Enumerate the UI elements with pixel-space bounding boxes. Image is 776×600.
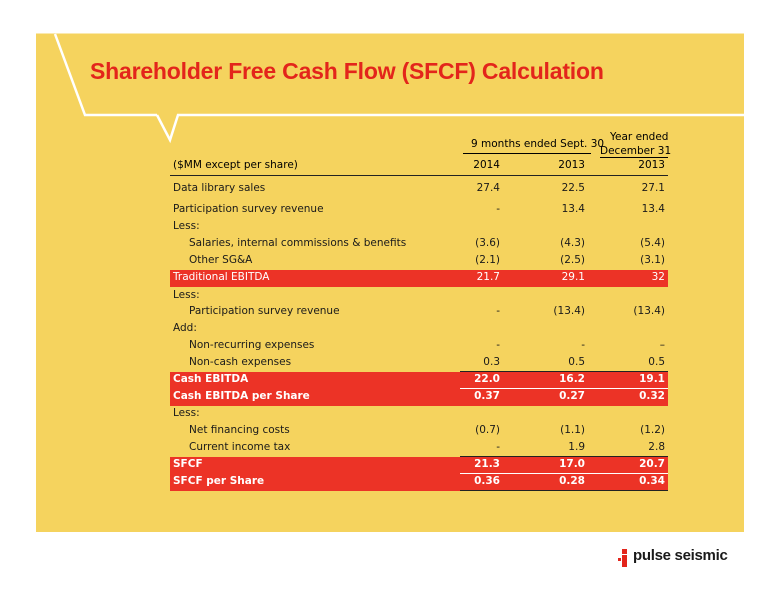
row-label: Less: xyxy=(173,220,200,232)
table-row-cash-ebitda-per-share: Cash EBITDA per Share 0.37 0.27 0.32 xyxy=(170,389,668,406)
row-label: Other SG&A xyxy=(189,254,253,266)
row-value: 19.1 xyxy=(639,373,665,385)
table-row: Less: xyxy=(170,406,668,423)
row-value: 20.7 xyxy=(639,458,665,470)
row-label: Participation survey revenue xyxy=(173,203,324,215)
table-row: Non-recurring expenses - - – xyxy=(170,338,668,355)
row-value: 0.32 xyxy=(639,390,665,402)
row-value: (5.4) xyxy=(640,237,665,249)
row-label: Non-cash expenses xyxy=(189,356,292,368)
row-value: 27.4 xyxy=(476,182,500,194)
row-value: - xyxy=(581,339,585,351)
row-label: Data library sales xyxy=(173,182,266,194)
row-value: - xyxy=(496,339,500,351)
pulse-seismic-logo-icon xyxy=(618,549,627,567)
header-rule xyxy=(170,175,668,176)
table-row: Other SG&A (2.1) (2.5) (3.1) xyxy=(170,253,668,270)
company-logo-text: pulse seismic xyxy=(633,547,728,564)
row-value: 0.5 xyxy=(648,356,665,368)
page-title: Shareholder Free Cash Flow (SFCF) Calcul… xyxy=(90,58,604,84)
table-row: Non-cash expenses 0.3 0.5 0.5 xyxy=(170,355,668,372)
row-value: – xyxy=(659,339,665,351)
row-label: Non-recurring expenses xyxy=(189,339,315,351)
row-value: 13.4 xyxy=(561,203,585,215)
row-value: 22.5 xyxy=(561,182,585,194)
subtotal-rule xyxy=(460,371,668,372)
row-label: Less: xyxy=(173,407,200,419)
row-label: Current income tax xyxy=(189,441,291,453)
column-header: 2014 xyxy=(473,159,500,171)
row-value: (2.1) xyxy=(475,254,500,266)
header-december: December 31 xyxy=(600,145,672,157)
row-value: (13.4) xyxy=(633,305,665,317)
total-rule xyxy=(460,490,668,491)
row-value: 21.7 xyxy=(476,271,500,283)
table-row-sfcf-per-share: SFCF per Share 0.36 0.28 0.34 xyxy=(170,474,668,491)
row-label: Salaries, internal commissions & benefit… xyxy=(189,237,407,249)
row-label: Participation survey revenue xyxy=(189,305,340,317)
table-row: Current income tax - 1.9 2.8 xyxy=(170,440,668,457)
table-row: Add: xyxy=(170,321,668,338)
row-value: 17.0 xyxy=(559,458,585,470)
row-value: 0.34 xyxy=(639,475,665,487)
subtotal-rule xyxy=(460,473,668,474)
row-value: (1.2) xyxy=(640,424,665,436)
row-value: 29.1 xyxy=(561,271,585,283)
row-value: (4.3) xyxy=(560,237,585,249)
header-underline xyxy=(600,157,668,158)
row-value: 0.37 xyxy=(474,390,500,402)
subtotal-rule xyxy=(460,388,668,389)
table-row: Data library sales 27.4 22.5 27.1 xyxy=(170,181,668,198)
row-value: - xyxy=(496,305,500,317)
row-value: 13.4 xyxy=(641,203,665,215)
row-value: (1.1) xyxy=(560,424,585,436)
row-value: 2.8 xyxy=(648,441,665,453)
table-row: Salaries, internal commissions & benefit… xyxy=(170,236,668,253)
row-value: - xyxy=(496,203,500,215)
row-value: 1.9 xyxy=(568,441,585,453)
row-label: Less: xyxy=(173,289,200,301)
row-value: 21.3 xyxy=(474,458,500,470)
row-value: 0.27 xyxy=(559,390,585,402)
column-header: 2013 xyxy=(638,159,665,171)
table-row: Participation survey revenue - 13.4 13.4 xyxy=(170,202,668,219)
unit-label: ($MM except per share) xyxy=(173,159,298,171)
row-value: 0.3 xyxy=(483,356,500,368)
row-value: - xyxy=(496,441,500,453)
column-header: 2013 xyxy=(558,159,585,171)
table-row-sfcf: SFCF 21.3 17.0 20.7 xyxy=(170,457,668,474)
row-value: 0.28 xyxy=(559,475,585,487)
row-value: 22.0 xyxy=(474,373,500,385)
row-value: 27.1 xyxy=(641,182,665,194)
row-value: (3.6) xyxy=(475,237,500,249)
row-label: Cash EBITDA per Share xyxy=(173,390,310,402)
row-value: (2.5) xyxy=(560,254,585,266)
table-row: Participation survey revenue - (13.4) (1… xyxy=(170,304,668,321)
row-value: (3.1) xyxy=(640,254,665,266)
row-label: Cash EBITDA xyxy=(173,373,249,385)
row-value: 0.36 xyxy=(474,475,500,487)
header-nine-months: 9 months ended Sept. 30 xyxy=(471,138,605,150)
table-row: Net financing costs (0.7) (1.1) (1.2) xyxy=(170,423,668,440)
row-label: Net financing costs xyxy=(189,424,290,436)
row-value: (0.7) xyxy=(475,424,500,436)
row-value: (13.4) xyxy=(553,305,585,317)
table-row-traditional-ebitda: Traditional EBITDA 21.7 29.1 32 xyxy=(170,270,668,287)
table-row: Less: xyxy=(170,288,668,305)
header-year-ended: Year ended xyxy=(610,131,669,143)
header-underline xyxy=(463,153,591,154)
row-label: Traditional EBITDA xyxy=(173,271,270,283)
row-label: SFCF per Share xyxy=(173,475,265,487)
table-row: Less: xyxy=(170,219,668,236)
row-value: 32 xyxy=(651,271,665,283)
row-label: SFCF xyxy=(173,458,203,470)
row-value: 16.2 xyxy=(559,373,585,385)
table-header-row: ($MM except per share) 2014 2013 2013 xyxy=(170,158,668,175)
subtotal-rule xyxy=(460,456,668,457)
table-row-cash-ebitda: Cash EBITDA 22.0 16.2 19.1 xyxy=(170,372,668,389)
row-value: 0.5 xyxy=(568,356,585,368)
row-label: Add: xyxy=(173,322,197,334)
